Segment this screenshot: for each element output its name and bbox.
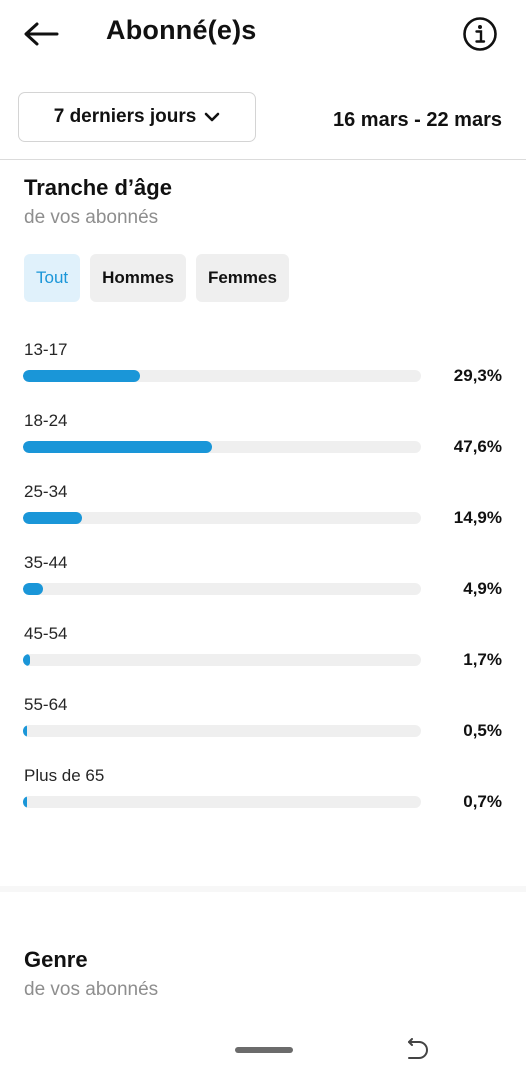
divider (0, 159, 526, 160)
section-separator (0, 886, 526, 892)
system-back-icon[interactable] (405, 1038, 431, 1062)
age-range-label: 13-17 (24, 340, 68, 359)
gender-section-subtitle: de vos abonnés (24, 979, 159, 1000)
info-circle-icon (463, 17, 497, 51)
percentage-value: 1,7% (463, 650, 502, 669)
age-section-title: Tranche d’âge (24, 175, 172, 200)
age-section-subtitle: de vos abonnés (24, 207, 159, 228)
age-row: 25-34 14,9% (0, 472, 526, 543)
percentage-value: 4,9% (463, 579, 502, 598)
bar-track (23, 654, 421, 666)
percentage-value: 0,7% (463, 792, 502, 811)
age-row: Plus de 65 0,7% (0, 756, 526, 827)
percentage-value: 14,9% (453, 508, 502, 527)
bar-fill (23, 654, 30, 666)
gender-section-title: Genre (24, 947, 88, 972)
bar-fill (23, 725, 27, 737)
bar-fill (23, 796, 27, 808)
age-row: 18-24 47,6% (0, 401, 526, 472)
age-range-label: 25-34 (24, 482, 68, 501)
chevron-down-icon (204, 112, 220, 122)
bar-track (23, 512, 421, 524)
age-row: 55-64 0,5% (0, 685, 526, 756)
top-app-bar: Abonné(e)s (0, 0, 526, 70)
bar-fill (23, 370, 140, 382)
age-range-label: 55-64 (24, 695, 68, 714)
back-button[interactable] (18, 14, 64, 54)
bar-track (23, 370, 421, 382)
bar-fill (23, 583, 43, 595)
info-button[interactable] (462, 16, 498, 52)
percentage-value: 47,6% (453, 437, 502, 456)
bar-track (23, 725, 421, 737)
age-range-label: 35-44 (24, 553, 68, 572)
percentage-value: 29,3% (453, 366, 502, 385)
bar-track (23, 796, 421, 808)
bar-track (23, 441, 421, 453)
percentage-value: 0,5% (463, 721, 502, 740)
period-dropdown[interactable]: 7 derniers jours (18, 92, 256, 142)
gender-filter-group: Tout Hommes Femmes (24, 254, 289, 302)
age-row: 45-54 1,7% (0, 614, 526, 685)
period-label: 7 derniers jours (53, 106, 197, 127)
age-row: 35-44 4,9% (0, 543, 526, 614)
age-range-label: 45-54 (24, 624, 68, 643)
age-row: 13-17 29,3% (0, 330, 526, 401)
home-pill-icon[interactable] (235, 1047, 293, 1053)
filter-chip-hommes[interactable]: Hommes (90, 254, 186, 302)
date-range: 16 mars - 22 mars (332, 109, 502, 131)
filter-chip-femmes[interactable]: Femmes (195, 254, 289, 302)
age-range-label: 18-24 (24, 411, 68, 430)
bar-track (23, 583, 421, 595)
filter-chip-tout[interactable]: Tout (24, 254, 81, 302)
bar-fill (23, 441, 213, 453)
page-title: Abonné(e)s (106, 15, 257, 45)
bar-fill (23, 512, 83, 524)
age-range-label: Plus de 65 (24, 766, 105, 785)
arrow-left-icon (24, 22, 59, 46)
